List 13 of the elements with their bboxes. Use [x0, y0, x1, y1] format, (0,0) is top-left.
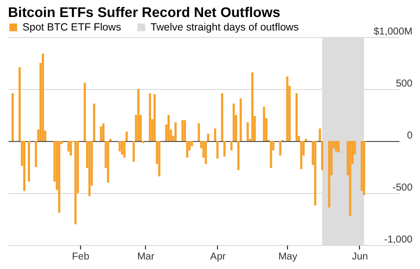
y-tick-label: 0 — [406, 130, 413, 142]
y-tick-label: -1,000 — [384, 234, 413, 246]
x-tick-label: May — [278, 252, 298, 262]
x-tick-label: Apr — [210, 252, 226, 262]
x-tick-label: Feb — [72, 252, 90, 262]
x-tick-label: Jun — [352, 252, 368, 262]
legend-label: Twelve straight days of outflows — [150, 21, 299, 34]
x-tick-label: Mar — [137, 252, 156, 262]
legend-label: Spot BTC ETF Flows — [22, 21, 122, 34]
y-tick-label: $1,000M — [374, 26, 412, 38]
y-tick-label: 500 — [396, 78, 413, 90]
chart-title: Bitcoin ETFs Suffer Record Net Outflows — [8, 4, 280, 20]
y-tick-label: -500 — [392, 182, 413, 194]
